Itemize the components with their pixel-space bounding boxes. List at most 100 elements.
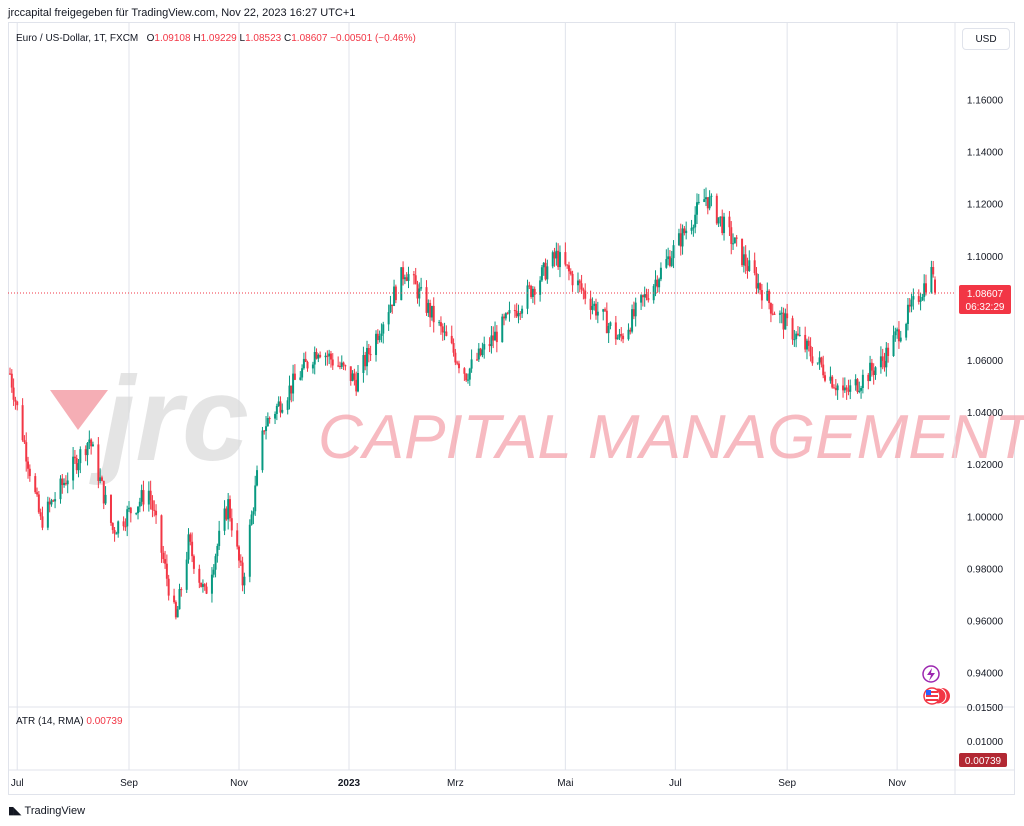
- us-flag-icon[interactable]: [923, 687, 950, 705]
- change-value: −0.00501 (−0.46%): [330, 33, 416, 44]
- candle-body: [769, 303, 772, 314]
- symbol-name[interactable]: Euro / US-Dollar, 1T, FXCM: [16, 33, 139, 44]
- candle-body: [369, 354, 372, 356]
- candle-body: [344, 365, 347, 367]
- candle-body: [180, 589, 183, 591]
- candle-body: [607, 325, 610, 334]
- candle-body: [10, 373, 13, 388]
- candle-body: [741, 238, 744, 266]
- candle-body: [337, 365, 340, 367]
- candle-body: [885, 347, 888, 368]
- candle-body: [63, 482, 66, 486]
- low-value: 1.08523: [245, 33, 282, 44]
- candle-body: [544, 262, 547, 280]
- candle-body: [605, 310, 608, 334]
- candle-body: [210, 574, 213, 594]
- atr-scale-label-2: 0.01000: [967, 737, 1004, 748]
- candle-body: [185, 559, 188, 590]
- candle-body: [439, 322, 442, 327]
- candle-body: [476, 359, 479, 361]
- candle-body: [387, 312, 390, 325]
- candle-body: [733, 237, 736, 244]
- candle-body: [645, 294, 648, 299]
- candle-body: [412, 274, 415, 276]
- candle-body: [61, 478, 64, 486]
- candle-body: [604, 309, 607, 311]
- candle-body: [100, 477, 103, 481]
- lightning-icon[interactable]: [922, 665, 940, 683]
- candle-body: [223, 508, 226, 531]
- candle-body: [256, 470, 259, 486]
- candle-body: [151, 500, 154, 510]
- candle-body: [627, 329, 630, 340]
- price-scale[interactable]: 1.16000 1.14000 1.12000 1.10000 1.06000 1.040…: [967, 96, 1004, 680]
- candle-body: [236, 530, 239, 547]
- candle-body: [149, 490, 152, 501]
- candle-body: [468, 368, 471, 380]
- candle-body: [622, 335, 625, 340]
- candle-body: [807, 340, 810, 346]
- candle-body: [328, 353, 331, 357]
- candle-body: [293, 373, 296, 380]
- candle-body: [742, 254, 745, 266]
- candle-body: [640, 295, 643, 303]
- candle-body: [299, 377, 302, 380]
- candle-body: [580, 283, 583, 290]
- candle-body: [860, 388, 863, 391]
- candle-body: [441, 326, 444, 333]
- candle-body: [824, 375, 827, 381]
- candle-body: [705, 197, 708, 200]
- candle-body: [746, 266, 749, 271]
- candle-body: [679, 233, 682, 247]
- candle-body: [805, 340, 808, 350]
- y-tick-label: 0.94000: [967, 669, 1004, 680]
- candle-body: [25, 442, 28, 462]
- candle-body: [867, 374, 870, 382]
- candle-body: [508, 310, 511, 314]
- candle-body: [466, 379, 469, 381]
- candle-body: [647, 298, 650, 301]
- candle-body: [883, 360, 886, 368]
- time-axis[interactable]: Jul Sep Nov 2023 Mrz Mai Jul Sep Nov: [11, 778, 906, 789]
- candle-body: [593, 303, 596, 306]
- candle-body: [897, 329, 900, 342]
- candle-body: [596, 311, 599, 316]
- currency-button[interactable]: USD: [962, 28, 1010, 50]
- candle-body: [833, 387, 836, 389]
- candle-body: [364, 355, 367, 367]
- x-tick-label: Mai: [557, 778, 573, 789]
- candle-body: [214, 556, 217, 570]
- candle-body: [75, 458, 78, 471]
- candle-body: [665, 259, 668, 268]
- candle-body: [656, 279, 659, 288]
- candle-body: [753, 260, 756, 274]
- candle-body: [479, 348, 482, 356]
- y-tick-label: 0.98000: [967, 564, 1004, 575]
- candle-body: [382, 324, 385, 334]
- candle-body: [681, 228, 684, 247]
- candle-body: [254, 485, 257, 512]
- candle-body: [201, 584, 204, 587]
- candle-body: [407, 274, 410, 281]
- candle-body: [759, 283, 762, 291]
- candle-body: [847, 389, 850, 392]
- candle-body: [176, 609, 179, 618]
- low-label: L: [239, 33, 246, 44]
- tradingview-brand[interactable]: ▮◣ TradingView: [8, 804, 85, 818]
- candle-body: [793, 339, 796, 341]
- high-value: 1.09229: [200, 33, 237, 44]
- candle-body: [919, 300, 922, 302]
- candle-body: [690, 227, 693, 231]
- atr-legend[interactable]: ATR (14, RMA) 0.00739: [16, 716, 123, 727]
- symbol-legend[interactable]: Euro / US-Dollar, 1T, FXCM O1.09108 H1.0…: [16, 33, 416, 44]
- candle-body: [869, 362, 872, 382]
- candle-body: [659, 267, 662, 280]
- open-label: O: [146, 33, 155, 44]
- candle-body: [122, 521, 125, 527]
- candle-body: [230, 518, 233, 531]
- atr-label[interactable]: ATR (14, RMA): [16, 716, 84, 727]
- candle-body: [14, 399, 17, 402]
- candle-body: [54, 499, 57, 502]
- candle-body: [393, 286, 396, 306]
